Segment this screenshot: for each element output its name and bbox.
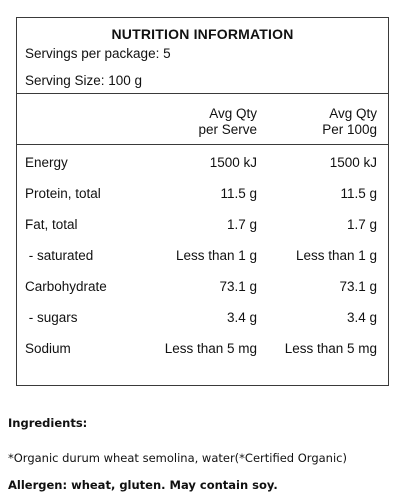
servings-per-package: Servings per package: 5: [25, 46, 171, 61]
per-100g-value: Less than 1 g: [295, 248, 377, 263]
per-100g-value: 11.5 g: [340, 186, 377, 201]
column-header-per-100g: Avg Qty Per 100g: [322, 106, 377, 138]
per-100g-value: Less than 5 mg: [284, 341, 377, 356]
row-label: Protein, total: [25, 186, 101, 201]
row-label: Energy: [25, 155, 68, 170]
column-header-line: Per 100g: [322, 122, 377, 137]
per-serve-value: 1.7 g: [226, 217, 257, 232]
per-100g-value: 1500 kJ: [329, 155, 377, 170]
nutrition-panel: NUTRITION INFORMATION Servings per packa…: [16, 17, 389, 386]
table-row-sodium: Sodium Less than 5 mg Less than 5 mg: [17, 341, 388, 359]
ingredients-heading: Ingredients:: [8, 416, 88, 430]
per-100g-value: 73.1 g: [339, 279, 377, 294]
column-header-line: Avg Qty: [209, 106, 257, 121]
row-label: Sodium: [25, 341, 71, 356]
per-serve-value: Less than 5 mg: [164, 341, 257, 356]
row-label: - saturated: [25, 248, 94, 263]
table-row-carbohydrate: Carbohydrate 73.1 g 73.1 g: [17, 279, 388, 297]
nutrition-title: NUTRITION INFORMATION: [111, 26, 294, 42]
table-row-fat: Fat, total 1.7 g 1.7 g: [17, 217, 388, 235]
serving-size: Serving Size: 100 g: [25, 73, 143, 88]
nutrition-header: NUTRITION INFORMATION Servings per packa…: [17, 18, 388, 94]
column-header-per-serve: Avg Qty per Serve: [198, 106, 257, 138]
row-label: Carbohydrate: [25, 279, 107, 294]
column-header-line: Avg Qty: [329, 106, 377, 121]
per-100g-value: 1.7 g: [346, 217, 377, 232]
row-label: - sugars: [25, 310, 78, 325]
per-serve-value: 11.5 g: [220, 186, 257, 201]
per-serve-value: 73.1 g: [219, 279, 257, 294]
per-serve-value: 3.4 g: [226, 310, 257, 325]
per-100g-value: 3.4 g: [346, 310, 377, 325]
table-row-sugars: - sugars 3.4 g 3.4 g: [17, 310, 388, 328]
table-row-saturated: - saturated Less than 1 g Less than 1 g: [17, 248, 388, 266]
ingredients-text: *Organic durum wheat semolina, water(*Ce…: [8, 451, 347, 465]
table-divider: [17, 144, 388, 145]
table-row-protein: Protein, total 11.5 g 11.5 g: [17, 186, 388, 204]
column-header-line: per Serve: [198, 122, 257, 137]
row-label: Fat, total: [25, 217, 78, 232]
allergen-statement: Allergen: wheat, gluten. May contain soy…: [8, 478, 278, 492]
per-serve-value: 1500 kJ: [209, 155, 257, 170]
per-serve-value: Less than 1 g: [175, 248, 257, 263]
table-row-energy: Energy 1500 kJ 1500 kJ: [17, 155, 388, 173]
